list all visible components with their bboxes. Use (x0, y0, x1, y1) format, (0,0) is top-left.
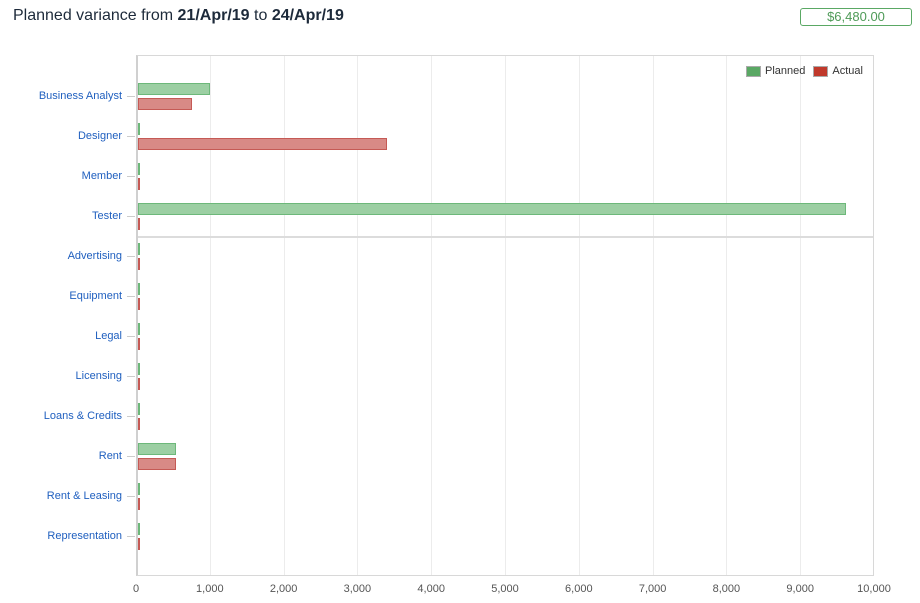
x-tick-label: 6,000 (565, 583, 593, 595)
category-label[interactable]: Licensing (75, 370, 122, 382)
y-tick (127, 536, 135, 537)
legend-actual-swatch (813, 65, 829, 77)
chart-legend: Planned Actual (746, 65, 863, 77)
gridline (726, 56, 728, 575)
y-tick (127, 336, 135, 337)
y-tick (127, 176, 135, 177)
category-label[interactable]: Equipment (69, 290, 122, 302)
actual-bar[interactable] (138, 178, 140, 190)
x-tick-label: 2,000 (269, 583, 298, 595)
gridline (431, 56, 433, 575)
planned-bar[interactable] (138, 83, 210, 95)
x-tick-label: 3,000 (343, 583, 372, 595)
category-label[interactable]: Advertising (67, 250, 122, 262)
actual-bar[interactable] (138, 258, 140, 270)
actual-bar[interactable] (138, 218, 140, 230)
actual-bar[interactable] (138, 98, 192, 110)
planned-bar[interactable] (138, 483, 140, 495)
actual-bar[interactable] (138, 338, 140, 350)
group-separator (138, 236, 873, 238)
planned-bar[interactable] (138, 163, 140, 175)
legend-actual-label[interactable]: Actual (832, 65, 863, 77)
planned-bar[interactable] (138, 123, 140, 135)
y-tick (127, 96, 135, 97)
planned-bar[interactable] (138, 203, 847, 215)
gridline (800, 56, 802, 575)
gridline (209, 56, 211, 575)
category-label[interactable]: Rent (98, 450, 122, 462)
category-label[interactable]: Tester (92, 210, 122, 222)
y-tick (127, 416, 135, 417)
planned-bar[interactable] (138, 283, 140, 295)
x-tick-label: 4,000 (417, 583, 445, 595)
y-tick (127, 136, 135, 137)
x-tick-label: 7,000 (638, 583, 667, 595)
x-tick-label: 9,000 (786, 583, 814, 595)
y-tick (127, 216, 135, 217)
actual-bar[interactable] (138, 378, 140, 390)
y-tick (127, 376, 135, 377)
start-date: 21/Apr/19 (177, 7, 250, 24)
actual-bar[interactable] (138, 298, 140, 310)
planned-bar[interactable] (138, 323, 140, 335)
page-title: Planned variance from 21/Apr/19 to 24/Ap… (13, 7, 344, 24)
category-label[interactable]: Loans & Credits (43, 410, 122, 422)
gridline (283, 56, 285, 575)
category-label[interactable]: Business Analyst (38, 90, 122, 102)
planned-bar[interactable] (138, 243, 140, 255)
gridline (505, 56, 506, 575)
gridline (357, 56, 359, 575)
y-tick (127, 456, 135, 457)
planned-bar[interactable] (138, 523, 140, 535)
gridline (578, 56, 580, 575)
category-label[interactable]: Member (81, 170, 122, 182)
legend-planned-swatch (746, 65, 761, 77)
actual-bar[interactable] (138, 138, 387, 150)
category-label[interactable]: Designer (77, 130, 122, 142)
actual-bar[interactable] (138, 538, 140, 550)
end-date: 24/Apr/19 (271, 7, 344, 24)
planned-bar[interactable] (138, 443, 176, 455)
x-tick-label: 5,000 (491, 583, 519, 595)
x-tick-label: 0 (132, 583, 140, 595)
total-amount-badge: $6,480.00 (800, 8, 912, 26)
x-tick-label: 8,000 (712, 583, 741, 595)
category-label[interactable]: Legal (95, 330, 122, 342)
x-tick-label: 1,000 (196, 583, 224, 595)
x-tick-label: 10,000 (857, 583, 891, 595)
y-tick (127, 496, 135, 497)
gridline (652, 56, 654, 575)
y-tick (127, 296, 135, 297)
actual-bar[interactable] (138, 498, 140, 510)
planned-bar[interactable] (138, 403, 140, 415)
actual-bar[interactable] (138, 458, 176, 470)
y-tick (127, 256, 135, 257)
legend-planned-label[interactable]: Planned (765, 65, 806, 77)
category-label[interactable]: Rent & Leasing (46, 490, 122, 502)
category-label[interactable]: Representation (47, 530, 122, 542)
actual-bar[interactable] (138, 418, 140, 430)
planned-bar[interactable] (138, 363, 140, 375)
chart-plot-area (136, 55, 874, 576)
